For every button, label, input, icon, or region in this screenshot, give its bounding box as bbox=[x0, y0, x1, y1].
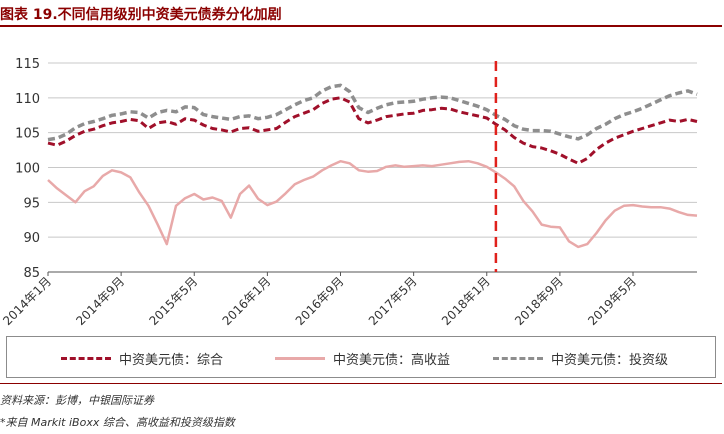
x-tick-label-8: 2019年5月 bbox=[585, 274, 639, 328]
y-tick-label-85: 85 bbox=[23, 266, 40, 281]
legend-label-high-yield: 中资美元债：高收益 bbox=[333, 353, 451, 368]
legend-swatch-investment-grade bbox=[493, 357, 543, 360]
x-tick-label-3: 2016年1月 bbox=[220, 274, 274, 328]
y-tick-label-115: 115 bbox=[15, 57, 40, 72]
series-line-investment-grade bbox=[47, 83, 698, 142]
y-tick-label-95: 95 bbox=[23, 196, 40, 211]
x-tick-label-0: 2014年1月 bbox=[0, 274, 54, 328]
series-line-high-yield bbox=[47, 159, 698, 249]
footer-divider bbox=[0, 383, 722, 384]
x-tick-label-7: 2018年9月 bbox=[512, 274, 566, 328]
legend-swatch-composite bbox=[61, 357, 111, 360]
index-note: *来自 Markit iBoxx 综合、高收益和投资级指数 bbox=[0, 416, 235, 429]
title-underline bbox=[0, 25, 722, 27]
page-title: 图表 19.不同信用级别中资美元债券分化加剧 bbox=[0, 7, 282, 23]
y-tick-label-100: 100 bbox=[15, 162, 40, 177]
chart-legend: 中资美元债：综合 中资美元债：高收益 中资美元债：投资级 bbox=[6, 336, 716, 378]
series-line-composite bbox=[47, 96, 698, 165]
legend-swatch-high-yield bbox=[275, 357, 325, 360]
title-bar: 图表 19.不同信用级别中资美元债券分化加剧 bbox=[0, 0, 724, 27]
y-tick-label-105: 105 bbox=[15, 127, 40, 142]
legend-label-composite: 中资美元债：综合 bbox=[119, 353, 224, 368]
y-tick-label-110: 110 bbox=[15, 92, 40, 107]
line-chart: 85 90 95 100 105 110 115 2014年1月 2014年9月 2015年5月 2… bbox=[0, 57, 698, 328]
y-tick-label-90: 90 bbox=[23, 231, 40, 246]
x-tick-label-1: 2014年9月 bbox=[73, 274, 127, 328]
legend-label-investment-grade: 中资美元债：投资级 bbox=[551, 353, 669, 368]
x-tick-label-5: 2017年5月 bbox=[366, 274, 420, 328]
source-note: 资料来源：彭博，中银国际证券 bbox=[0, 394, 154, 407]
x-tick-label-4: 2016年9月 bbox=[293, 274, 347, 328]
x-tick-label-2: 2015年5月 bbox=[147, 274, 201, 328]
x-tick-label-6: 2018年1月 bbox=[439, 274, 493, 328]
